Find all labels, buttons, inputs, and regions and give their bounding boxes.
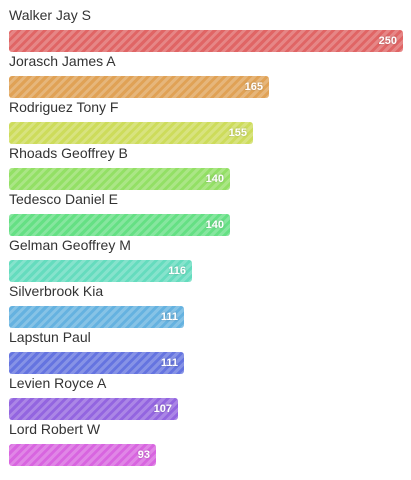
category-label: Levien Royce A bbox=[9, 374, 106, 392]
bar: 111 bbox=[9, 352, 184, 374]
bar-stripes bbox=[9, 352, 184, 374]
category-label: Silverbrook Kia bbox=[9, 282, 103, 300]
bar-stripes bbox=[9, 76, 269, 98]
bar-stripes bbox=[9, 306, 184, 328]
bar-row: Rhoads Geoffrey B 140 bbox=[9, 144, 405, 190]
category-label: Jorasch James A bbox=[9, 52, 116, 70]
bar-row: Rodriguez Tony F 155 bbox=[9, 98, 405, 144]
bar-row: Lapstun Paul 111 bbox=[9, 328, 405, 374]
bar: 250 bbox=[9, 30, 403, 52]
bar-row: Gelman Geoffrey M 116 bbox=[9, 236, 405, 282]
category-label: Lord Robert W bbox=[9, 420, 100, 438]
bar-row: Lord Robert W 93 bbox=[9, 420, 405, 466]
bar-stripes bbox=[9, 30, 403, 52]
category-label: Gelman Geoffrey M bbox=[9, 236, 131, 254]
bar-stripes bbox=[9, 398, 178, 420]
bar-stripes bbox=[9, 214, 230, 236]
bar-stripes bbox=[9, 122, 253, 144]
bar: 155 bbox=[9, 122, 253, 144]
bar-value-label: 111 bbox=[161, 352, 178, 374]
bar: 140 bbox=[9, 168, 230, 190]
bar-value-label: 116 bbox=[168, 260, 186, 282]
bar: 107 bbox=[9, 398, 178, 420]
bar: 93 bbox=[9, 444, 156, 466]
bar-value-label: 140 bbox=[206, 214, 224, 236]
bar-value-label: 140 bbox=[206, 168, 224, 190]
category-label: Rodriguez Tony F bbox=[9, 98, 118, 116]
bar-value-label: 155 bbox=[229, 122, 247, 144]
bar: 116 bbox=[9, 260, 192, 282]
bar-row: Silverbrook Kia 111 bbox=[9, 282, 405, 328]
bar-value-label: 107 bbox=[154, 398, 172, 420]
bar-row: Jorasch James A 165 bbox=[9, 52, 405, 98]
bar: 165 bbox=[9, 76, 269, 98]
bar-row: Walker Jay S 250 bbox=[9, 6, 405, 52]
bar-row: Levien Royce A 107 bbox=[9, 374, 405, 420]
category-label: Walker Jay S bbox=[9, 6, 91, 24]
bar-value-label: 165 bbox=[245, 76, 263, 98]
bar: 140 bbox=[9, 214, 230, 236]
category-label: Tedesco Daniel E bbox=[9, 190, 118, 208]
bar-stripes bbox=[9, 260, 192, 282]
bar-stripes bbox=[9, 168, 230, 190]
bar-stripes bbox=[9, 444, 156, 466]
bar-value-label: 250 bbox=[379, 30, 397, 52]
bar-value-label: 93 bbox=[138, 444, 150, 466]
bar-value-label: 111 bbox=[161, 306, 178, 328]
category-label: Lapstun Paul bbox=[9, 328, 91, 346]
bar-row: Tedesco Daniel E 140 bbox=[9, 190, 405, 236]
bar: 111 bbox=[9, 306, 184, 328]
category-label: Rhoads Geoffrey B bbox=[9, 144, 128, 162]
